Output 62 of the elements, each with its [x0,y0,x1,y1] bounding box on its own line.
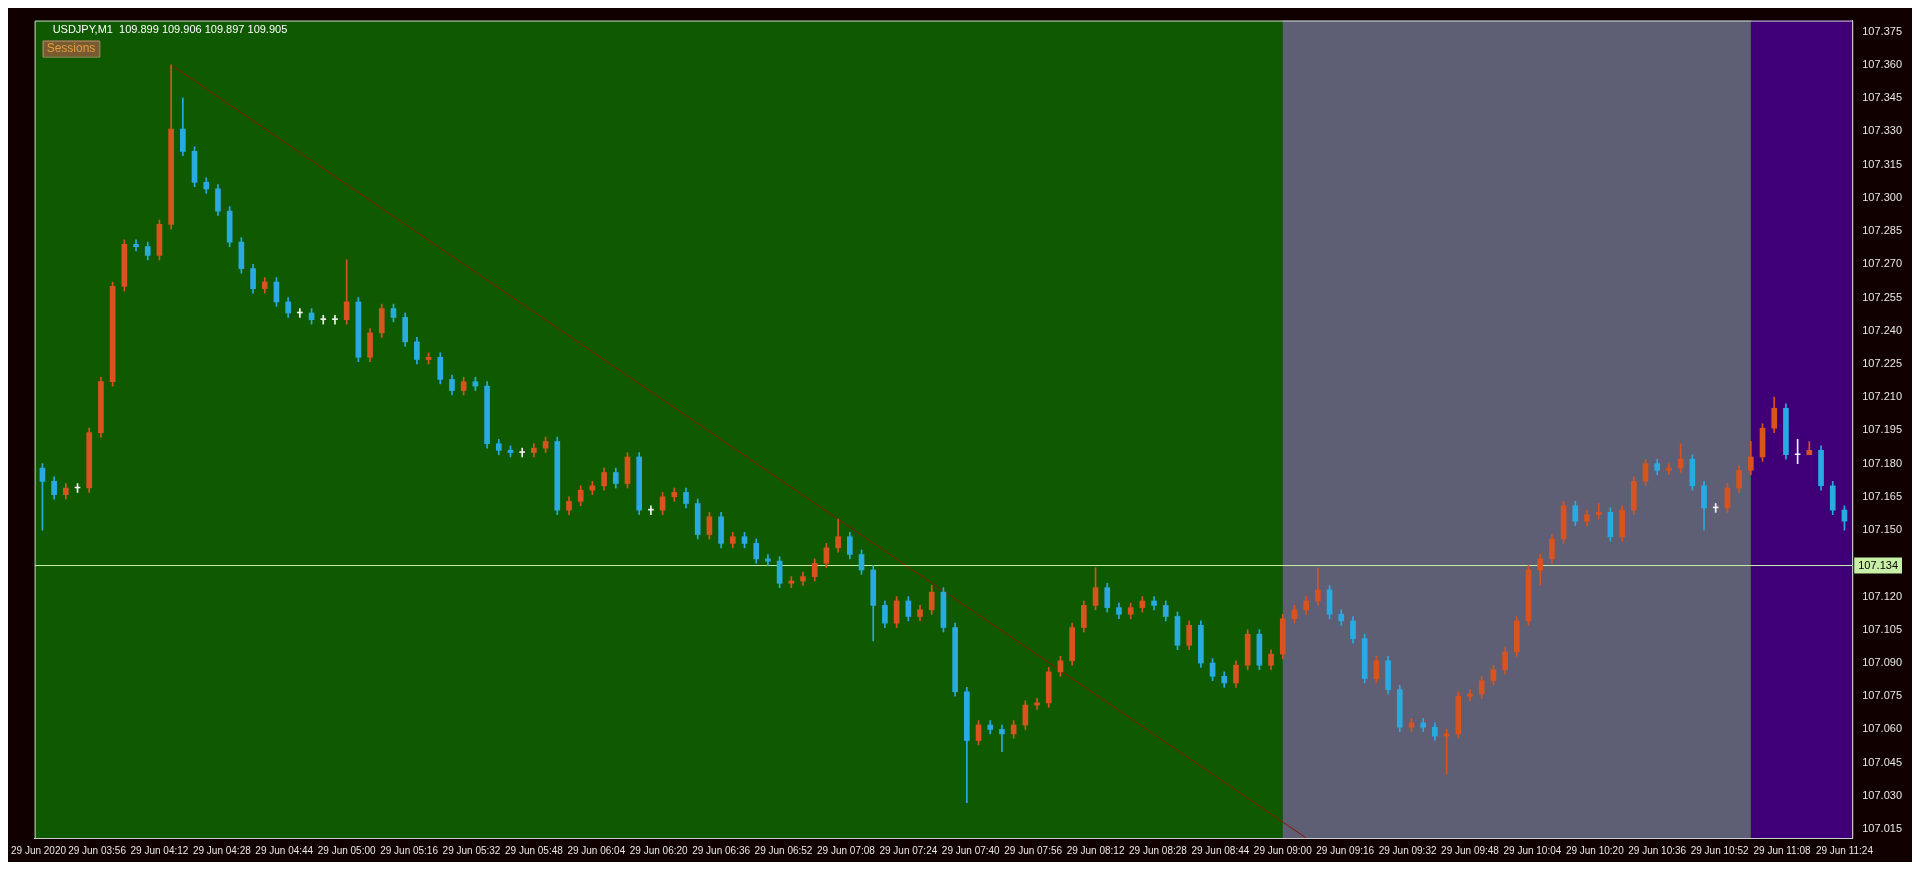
x-tick-label: 29 Jun 08:44 [1191,844,1250,856]
ref-line-label: 107.134 [1858,558,1898,571]
x-tick-label: 29 Jun 11:08 [1753,844,1812,856]
y-tick-label: 107.270 [1862,257,1902,270]
x-tick-label: 29 Jun 07:24 [879,844,938,856]
y-tick-label: 107.375 [1862,24,1902,37]
x-tick-label: 29 Jun 06:04 [567,844,626,856]
y-tick-label: 107.195 [1862,423,1902,436]
x-tick-label: 29 Jun 10:36 [1628,844,1687,856]
x-tick-label: 29 Jun 09:00 [1253,844,1313,856]
candlestick [1467,689,1473,701]
y-tick-label: 107.075 [1862,689,1902,702]
y-tick-label: 107.255 [1862,290,1902,303]
x-tick-label: 29 Jun 07:40 [941,844,1001,856]
y-tick-label: 107.210 [1862,390,1902,403]
candlestick [1595,503,1602,520]
x-tick-label: 29 Jun 06:36 [692,844,751,856]
candlestick [999,724,1005,752]
x-tick-label: 29 Jun 08:12 [1066,844,1125,856]
y-tick-label: 107.315 [1862,157,1902,170]
y-tick-label: 107.300 [1862,190,1902,203]
x-tick-label: 29 Jun 04:28 [192,844,252,856]
y-tick-label: 107.045 [1862,755,1902,768]
y-tick-label: 107.285 [1862,224,1902,237]
x-tick-label: 29 Jun 11:24 [1815,844,1874,856]
x-tick-label: 29 Jun 10:20 [1565,844,1625,856]
x-tick-label: 29 Jun 10:04 [1503,844,1562,856]
y-tick-label: 107.330 [1862,124,1902,137]
candlestick [1666,463,1672,476]
chart-title: USDJPY,M1 109.899 109.906 109.897 109.905 [52,23,288,36]
x-tick-label: 29 Jun 05:32 [442,844,501,856]
x-tick-label: 29 Jun 04:44 [255,844,314,856]
x-tick-label: 29 Jun 08:28 [1129,844,1188,856]
y-tick-label: 107.060 [1862,722,1902,735]
y-tick-label: 107.030 [1862,788,1902,801]
x-tick-label: 29 Jun 05:48 [504,844,564,856]
x-tick-label: 29 Jun 06:20 [629,844,689,856]
y-tick-label: 107.015 [1862,822,1902,835]
x-tick-label: 29 Jun 10:52 [1690,844,1749,856]
y-tick-label: 107.240 [1862,323,1902,336]
y-tick-label: 107.345 [1862,91,1902,104]
x-tick-label: 29 Jun 07:56 [1004,844,1063,856]
x-tick-label: 29 Jun 07:08 [817,844,876,856]
x-tick-label: 29 Jun 04:12 [130,844,189,856]
annotation: Sessions [46,40,96,55]
y-tick-label: 107.360 [1862,57,1902,70]
x-tick-label: 29 Jun 09:48 [1441,844,1500,856]
x-tick-label: 29 Jun 06:52 [754,844,813,856]
x-tick-label: 29 Jun 03:56 [68,844,127,856]
y-tick-label: 107.180 [1862,456,1902,469]
x-tick-label: 29 Jun 05:16 [380,844,439,856]
y-tick-label: 107.165 [1862,489,1902,502]
y-tick-label: 107.120 [1862,589,1902,602]
x-tick-label: 29 Jun 09:32 [1378,844,1437,856]
candlestick [788,576,795,589]
y-tick-label: 107.225 [1862,356,1902,369]
y-tick-label: 107.105 [1862,622,1902,635]
x-tick-label: 29 Jun 09:16 [1316,844,1375,856]
y-tick-label: 107.150 [1862,523,1902,536]
x-tick-label: 29 Jun 2020 [11,844,67,856]
x-tick-label: 29 Jun 05:00 [317,844,377,856]
y-tick-label: 107.090 [1862,656,1902,669]
